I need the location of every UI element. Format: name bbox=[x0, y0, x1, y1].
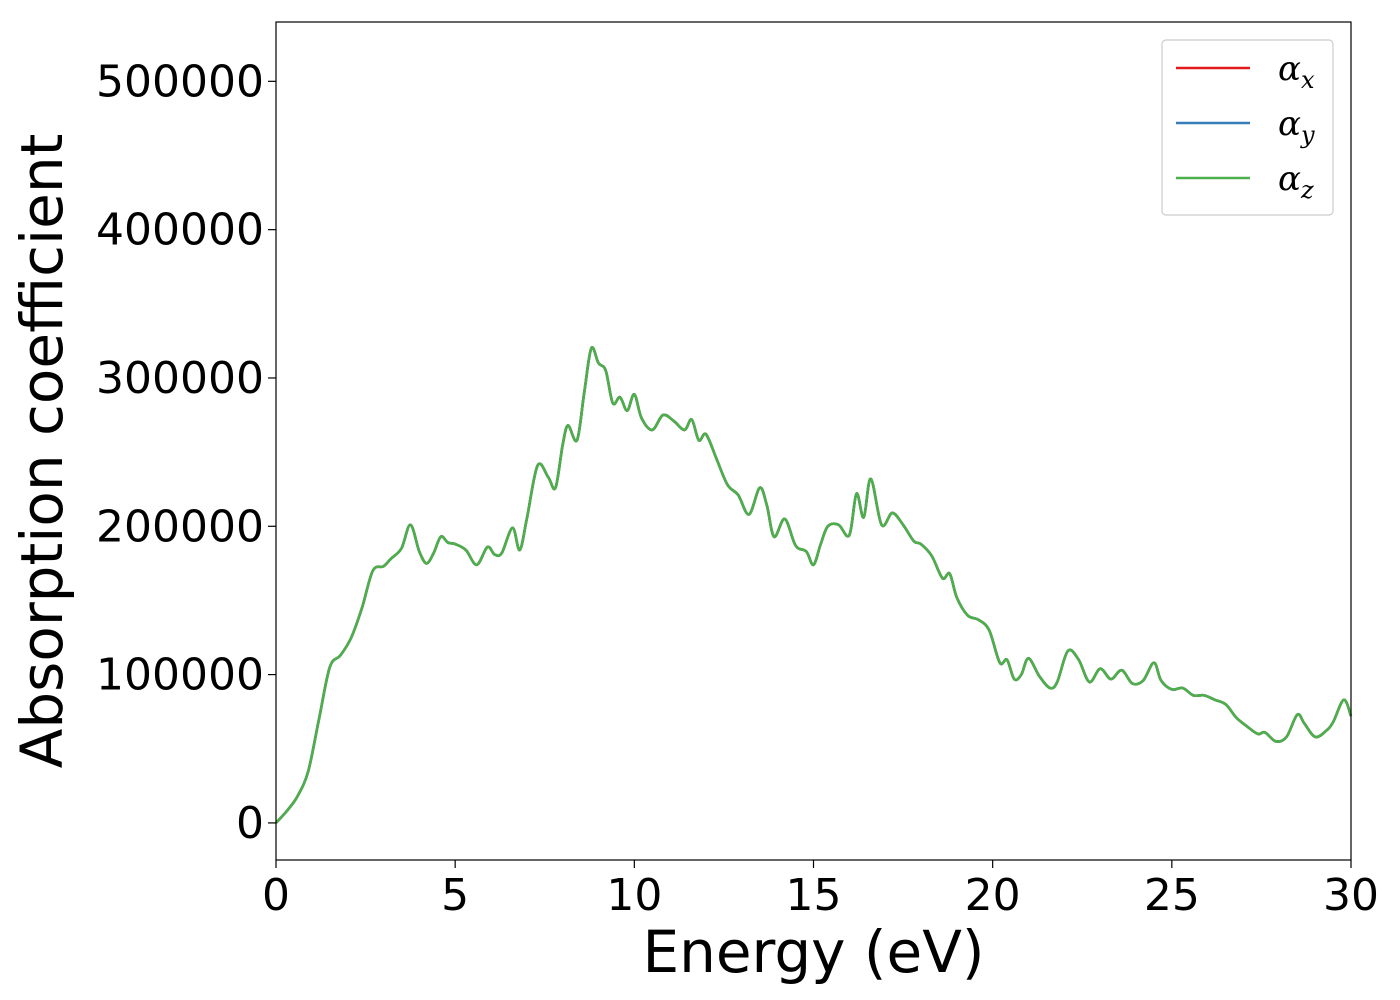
y-tick-label: 300000 bbox=[96, 353, 264, 404]
x-axis-title: Energy (eV) bbox=[642, 918, 984, 986]
legend-box bbox=[1161, 39, 1334, 216]
series-line-x bbox=[275, 346, 1353, 824]
x-tick-label: 10 bbox=[606, 870, 662, 921]
x-tick-label: 25 bbox=[1144, 870, 1200, 921]
legend-symbol: α bbox=[1278, 104, 1301, 144]
x-tick-label: 20 bbox=[965, 870, 1021, 921]
y-tick-label: 500000 bbox=[96, 56, 264, 107]
plot-frame bbox=[275, 21, 1352, 861]
legend-subscript: z bbox=[1300, 176, 1314, 204]
legend-subscript: y bbox=[1300, 121, 1315, 149]
series-line-z bbox=[275, 346, 1353, 824]
legend-label-x: αx bbox=[1278, 49, 1315, 94]
x-tick-label: 15 bbox=[786, 870, 842, 921]
y-axis-ticks: 0 100000 200000 300000 400000 500000 bbox=[96, 56, 276, 849]
legend-symbol: α bbox=[1278, 49, 1301, 89]
legend-label-z: αz bbox=[1278, 159, 1314, 204]
legend-symbol: α bbox=[1278, 159, 1301, 199]
series-lines bbox=[275, 346, 1353, 824]
x-tick-label: 30 bbox=[1323, 870, 1379, 921]
y-tick-label: 200000 bbox=[96, 501, 264, 552]
y-tick-label: 100000 bbox=[96, 650, 264, 701]
x-tick-label: 5 bbox=[441, 870, 469, 921]
y-axis-title: Absorption coefficient bbox=[8, 134, 76, 769]
y-tick-label: 400000 bbox=[96, 205, 264, 256]
x-axis-ticks: 0 5 10 15 20 25 30 bbox=[262, 860, 1379, 921]
legend-subscript: x bbox=[1301, 66, 1315, 94]
series-line-y bbox=[275, 346, 1353, 824]
x-tick-label: 0 bbox=[262, 870, 290, 921]
legend-label-y: αy bbox=[1278, 104, 1315, 149]
y-tick-label: 0 bbox=[236, 798, 264, 849]
